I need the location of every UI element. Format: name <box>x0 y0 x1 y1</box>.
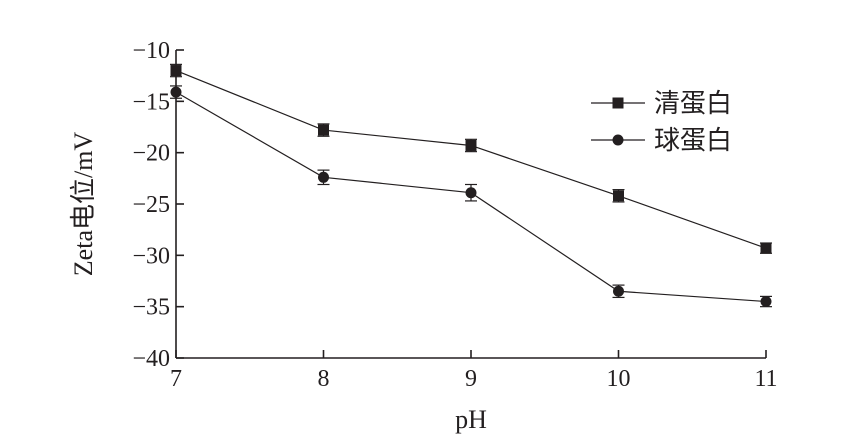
series-group <box>170 63 772 308</box>
data-point <box>760 242 772 254</box>
legend-marker <box>612 134 624 146</box>
data-point <box>760 296 772 308</box>
y-tick-label: −30 <box>132 243 170 269</box>
x-axis-title: pH <box>455 405 487 434</box>
x-tick-label: 9 <box>465 366 477 392</box>
data-point <box>318 171 329 183</box>
y-tick-label: −20 <box>132 141 170 167</box>
series-1 <box>170 63 772 254</box>
ticks: 7 8 9 10 11 −10 −15 −20 −25 −30 −35 −40 <box>132 38 777 392</box>
x-tick-label: 10 <box>607 366 631 392</box>
y-tick-label: −40 <box>132 346 170 372</box>
data-point <box>318 124 329 136</box>
y-tick-label: −10 <box>132 38 170 64</box>
x-tick-label: 11 <box>754 366 777 392</box>
legend-label: 清蛋白 <box>654 89 732 118</box>
y-tick-label: −25 <box>132 192 170 218</box>
y-tick-label: −15 <box>132 89 170 115</box>
series-2 <box>170 85 772 308</box>
y-axis-title: Zeta电位/mV <box>69 132 98 277</box>
x-tick-label: 8 <box>318 366 330 392</box>
legend-label: 球蛋白 <box>654 126 732 155</box>
data-point <box>170 65 182 77</box>
data-point <box>170 86 182 98</box>
data-point <box>613 190 624 202</box>
x-tick-label: 7 <box>170 366 182 392</box>
data-point <box>465 187 477 199</box>
data-point <box>613 285 624 297</box>
data-point <box>465 139 477 151</box>
legend-marker <box>612 97 624 109</box>
legend-item: 清蛋白 <box>591 89 732 118</box>
legend-item: 球蛋白 <box>591 126 732 155</box>
y-tick-label: −35 <box>132 295 170 321</box>
